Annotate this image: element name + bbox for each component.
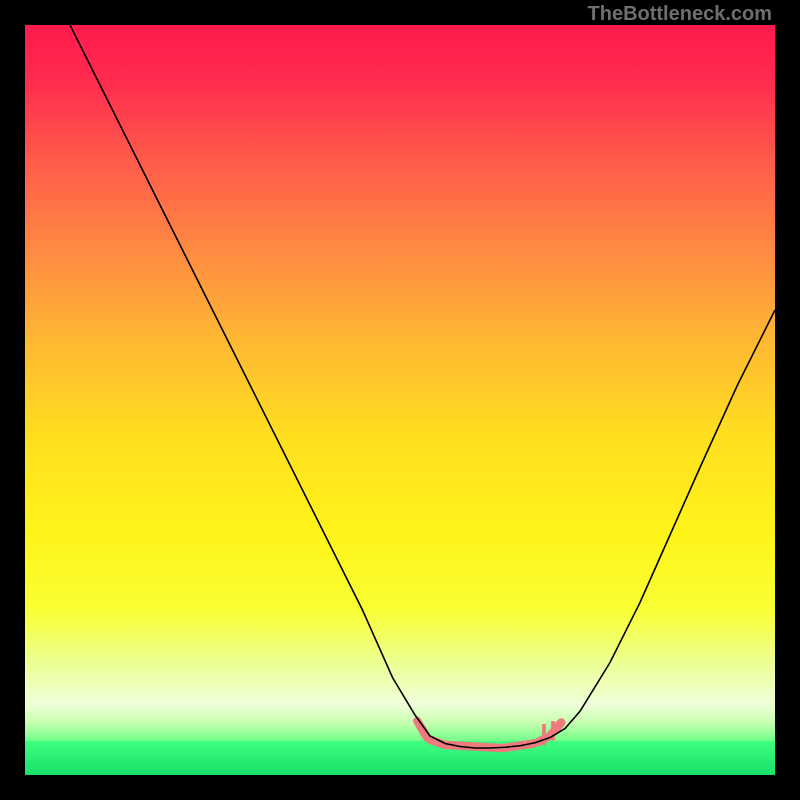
chart-svg [25, 25, 775, 775]
watermark-text: TheBottleneck.com [588, 3, 772, 26]
outer-frame [0, 0, 800, 800]
plot-area [25, 25, 775, 775]
flat-region-marker [417, 721, 561, 748]
bottleneck-curve [70, 25, 775, 748]
